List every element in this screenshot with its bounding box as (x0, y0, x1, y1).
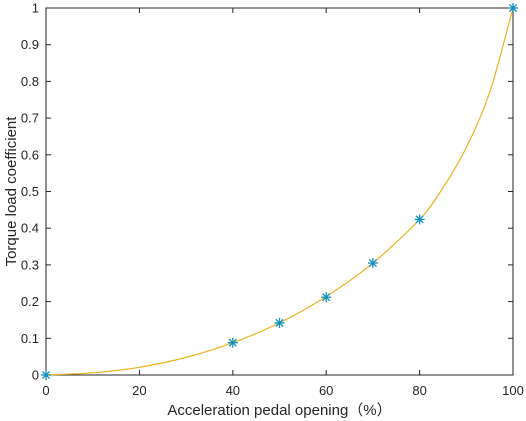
y-tick-label: 0.5 (21, 184, 39, 199)
x-tick-label: 100 (502, 383, 524, 398)
y-tick-label: 0.3 (21, 257, 39, 272)
y-tick-label: 0.2 (21, 294, 39, 309)
y-axis-ticks: 0 0.1 0.2 0.3 0.4 0.5 0.6 0.7 0.8 0.9 1 (21, 1, 513, 383)
y-tick-label: 0.9 (21, 37, 39, 52)
y-tick-label: 0 (32, 368, 39, 383)
data-point-marker (508, 3, 518, 13)
y-tick-label: 0.1 (21, 331, 39, 346)
data-point-marker (414, 214, 425, 225)
y-tick-label: 0.8 (21, 74, 39, 89)
data-point-marker (367, 258, 378, 269)
y-tick-label: 0.7 (21, 111, 39, 126)
x-tick-label: 60 (319, 383, 333, 398)
x-tick-label: 20 (132, 383, 146, 398)
x-axis-title: Acceleration pedal opening（%） (167, 402, 391, 419)
y-tick-label: 0.6 (21, 147, 39, 162)
y-axis-title: Torque load coefficient (3, 116, 20, 267)
x-tick-label: 80 (412, 383, 426, 398)
data-point-marker (274, 317, 285, 328)
data-point-marker (321, 292, 332, 303)
plot-area (45, 7, 514, 376)
data-point-marker (41, 370, 51, 380)
x-tick-label: 0 (42, 383, 49, 398)
data-point-marker (227, 337, 238, 348)
y-tick-label: 0.4 (21, 221, 39, 236)
series-layer (41, 3, 518, 380)
x-tick-label: 40 (226, 383, 240, 398)
y-tick-label: 1 (32, 1, 39, 16)
